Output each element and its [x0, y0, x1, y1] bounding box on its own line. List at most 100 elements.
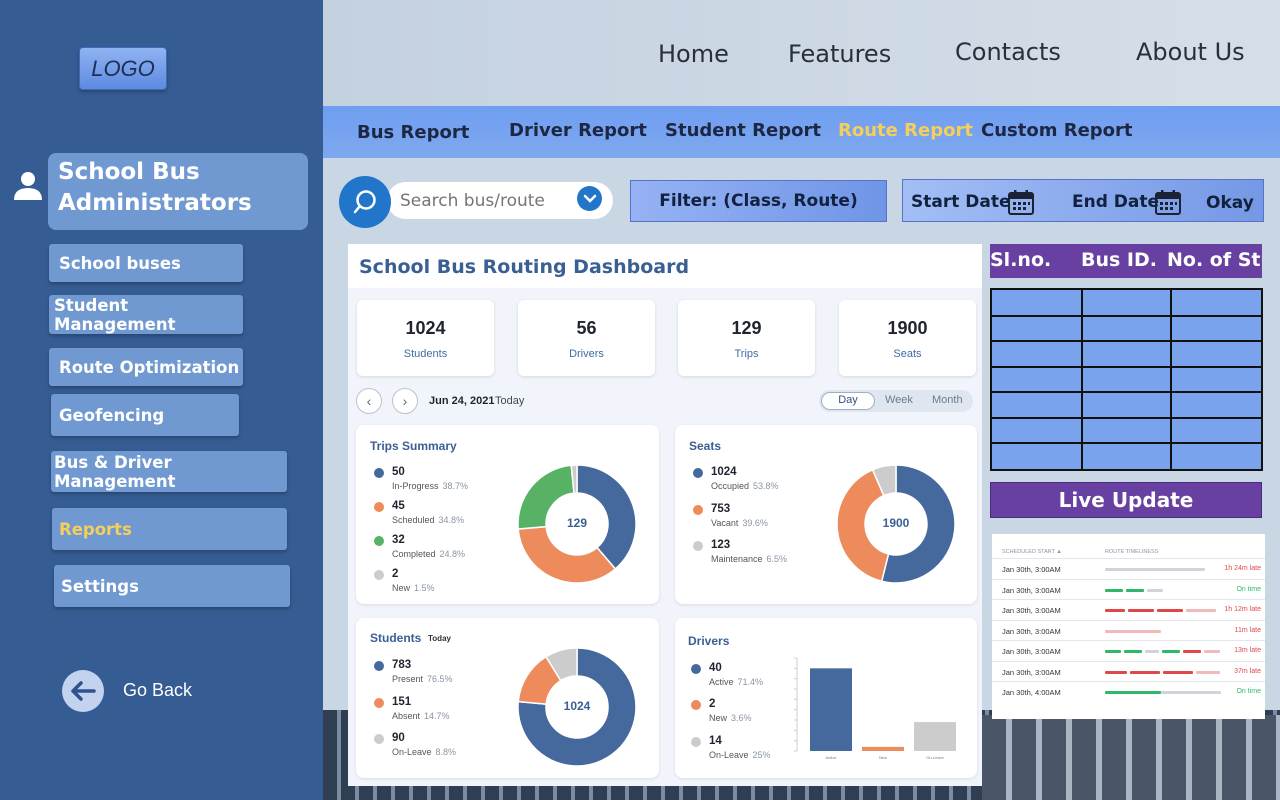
chevron-left-icon: ‹	[366, 393, 372, 409]
building-photo-right	[982, 715, 1280, 800]
range-week[interactable]: Week	[885, 394, 913, 406]
grid-line	[992, 340, 1261, 343]
stat-card-students[interactable]: 1024 Students	[357, 300, 494, 376]
legend-item: 40 Active 71.4%	[691, 662, 763, 687]
donut-total: 1024	[563, 699, 591, 713]
stat-card-trips[interactable]: 129 Trips	[678, 300, 815, 376]
column-header: Bus ID.	[1081, 249, 1157, 271]
sidebar-item-school-buses[interactable]: School buses	[49, 244, 243, 282]
timeliness-status: 11m late	[1234, 626, 1261, 634]
card-title: Seats	[689, 439, 722, 453]
table-row[interactable]: Jan 30th, 3:00AM On time	[992, 578, 1265, 600]
sidebar-item-student-management[interactable]: Student Management	[49, 295, 243, 334]
sidebar-item-reports[interactable]: Reports	[52, 508, 287, 550]
search-icon	[353, 190, 376, 214]
go-back-button[interactable]	[62, 670, 104, 712]
timeliness-segment	[1196, 670, 1220, 674]
tab-student-report[interactable]: Student Report	[665, 120, 821, 141]
legend-item: 14 On-Leave 25%	[691, 735, 771, 760]
calendar-icon[interactable]	[1007, 188, 1035, 216]
sidebar-title: School Bus Administrators	[48, 153, 308, 230]
tab-custom-report[interactable]: Custom Report	[981, 120, 1133, 141]
stat-label: Seats	[893, 348, 922, 360]
search-input[interactable]	[400, 190, 570, 212]
donut-slice	[576, 464, 637, 570]
calendar-icon[interactable]	[1154, 188, 1182, 216]
next-date-button[interactable]: ›	[392, 388, 418, 414]
timeliness-status: 1h 12m late	[1224, 606, 1261, 613]
go-back-label[interactable]: Go Back	[123, 680, 193, 700]
scheduled-start: Jan 30th, 3:00AM	[1002, 606, 1061, 615]
sidebar-item-settings[interactable]: Settings	[54, 565, 290, 607]
range-day[interactable]: Day	[821, 392, 875, 410]
grid-line	[1080, 290, 1083, 469]
timeliness-segment	[1105, 609, 1125, 612]
timeliness-status: 13m late	[1234, 647, 1261, 654]
timeliness-segment	[1105, 588, 1123, 592]
donut-slice	[871, 464, 897, 497]
donut-slice	[517, 647, 637, 767]
dashboard-header	[348, 244, 982, 288]
timeliness-status: On time	[1236, 585, 1261, 593]
bar	[810, 668, 852, 751]
legend-item: 753 Vacant 39.6%	[693, 503, 768, 528]
search-dropdown-button[interactable]	[577, 186, 602, 211]
sidebar-item-geofencing[interactable]: Geofencing	[51, 394, 239, 436]
table-row[interactable]: Jan 30th, 3:00AM 1h 24m late	[992, 558, 1265, 579]
timeliness-segment	[1130, 670, 1160, 674]
donut-slice	[880, 464, 956, 584]
filter-button[interactable]: Filter: (Class, Route)	[630, 180, 887, 222]
timeliness-segment	[1204, 650, 1220, 653]
table-row[interactable]: Jan 30th, 4:00AM On time	[992, 681, 1265, 702]
timeliness-segment	[1105, 568, 1205, 571]
scheduled-start: Jan 30th, 3:00AM	[1002, 585, 1061, 595]
prev-date-button[interactable]: ‹	[356, 388, 382, 414]
table-row[interactable]: Jan 30th, 3:00AM 1h 12m late	[992, 599, 1265, 620]
sidebar-item-bus-driver-management[interactable]: Bus & Driver Management	[51, 451, 287, 492]
sidebar-item-route-optimization[interactable]: Route Optimization	[49, 348, 243, 386]
stat-card-drivers[interactable]: 56 Drivers	[518, 300, 655, 376]
card-title: Students	[370, 631, 422, 645]
card-title: Drivers	[688, 634, 730, 648]
donut-slice	[836, 468, 890, 583]
table-row[interactable]: Jan 30th, 3:00AM 37m late	[992, 660, 1265, 682]
okay-button[interactable]: Okay	[1206, 193, 1254, 213]
end-date-label[interactable]: End Date	[1072, 192, 1160, 212]
legend-item: 783 Present 76.5%	[374, 659, 453, 684]
timeliness-segment	[1105, 629, 1161, 633]
start-date-label[interactable]: Start Date	[911, 192, 1011, 212]
legend-item: 45 Scheduled 34.8%	[374, 500, 464, 525]
range-month[interactable]: Month	[932, 394, 963, 406]
nav-contacts[interactable]: Contacts	[955, 38, 1061, 66]
table-row[interactable]: Jan 30th, 3:00AM 11m late	[992, 619, 1265, 641]
live-update-table: SCHEDULED START ▲ ROUTE TIMELINESS Jan 3…	[992, 534, 1265, 719]
legend-item: 2 New 3.6%	[691, 698, 752, 723]
grid-line	[992, 314, 1261, 317]
tab-bus-report[interactable]: Bus Report	[357, 122, 470, 143]
column-header: ROUTE TIMELINESS	[1105, 549, 1159, 555]
stat-value: 129	[731, 318, 762, 338]
stat-label: Drivers	[569, 348, 604, 360]
scheduled-start: Jan 30th, 3:00AM	[1002, 667, 1061, 677]
stat-value: 56	[576, 318, 597, 338]
logo[interactable]: LOGO	[79, 47, 167, 90]
donut-slice	[517, 525, 617, 584]
table-row[interactable]: Jan 30th, 3:00AM 13m late	[992, 640, 1265, 661]
x-tick-label: On-Leave	[926, 755, 944, 760]
donut-total: 1900	[882, 516, 910, 530]
legend-item: 90 On-Leave 8.8%	[374, 732, 456, 757]
timeliness-segment	[1105, 670, 1127, 674]
grid-line	[1170, 290, 1173, 469]
timeliness-status: On time	[1236, 688, 1261, 695]
search-button[interactable]	[339, 176, 391, 228]
donut-slice	[570, 464, 578, 494]
tab-driver-report[interactable]: Driver Report	[509, 120, 647, 141]
stat-card-seats[interactable]: 1900 Seats	[839, 300, 976, 376]
nav-about-us[interactable]: About Us	[1136, 38, 1245, 66]
dashboard-title: School Bus Routing Dashboard	[359, 256, 690, 278]
seats-donut-chart	[836, 464, 956, 584]
tab-route-report[interactable]: Route Report	[838, 120, 973, 141]
nav-home[interactable]: Home	[658, 40, 729, 68]
stat-value: 1024	[405, 318, 446, 338]
nav-features[interactable]: Features	[788, 40, 892, 68]
